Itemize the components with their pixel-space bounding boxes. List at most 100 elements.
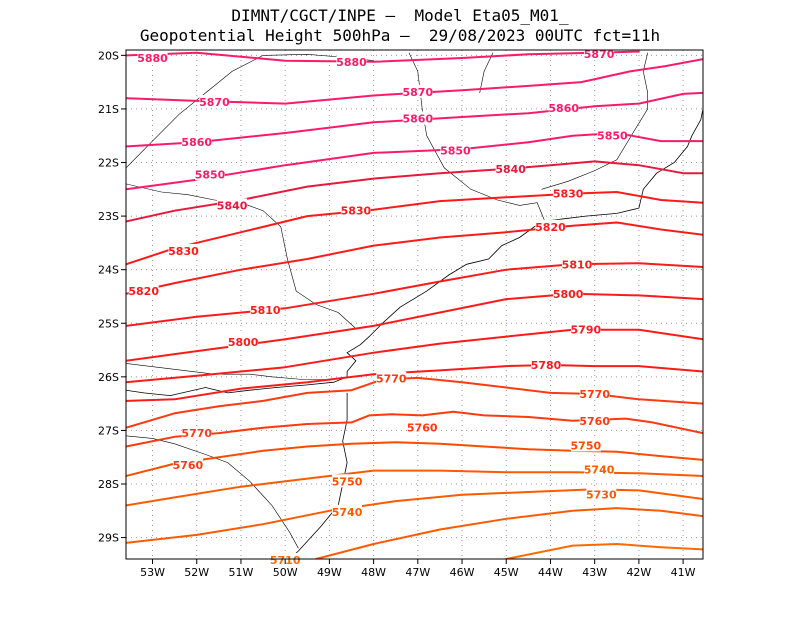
contour-lines — [126, 50, 703, 559]
x-tick-label: 48W — [361, 566, 386, 579]
contour-label-bg — [199, 94, 230, 108]
contour-label-bg — [228, 335, 259, 349]
contour-label-bg — [332, 504, 363, 518]
contour-label: 5810 — [562, 258, 593, 271]
axis-ticks: 53W 52W 51W 50W 49W 48W 47W 46W 45W 44W 43W 42W 41W 2… — [98, 49, 696, 579]
contour-line-5770 — [126, 376, 703, 429]
contour-line-5850 — [126, 132, 703, 191]
contour-label-bg — [250, 302, 281, 316]
x-tick-label: 41W — [671, 566, 696, 579]
y-tick-label: 27S — [98, 424, 119, 437]
contour-label: 5800 — [553, 288, 584, 301]
contour-label-bg — [217, 198, 248, 212]
contour-label: 5730 — [586, 489, 617, 502]
contour-line-5830 — [126, 191, 703, 266]
contour-label: 5850 — [597, 130, 628, 143]
state-border — [541, 52, 648, 190]
contour-label: 5780 — [531, 359, 562, 372]
contour-label-bg — [531, 358, 562, 372]
contour-label-bg — [597, 128, 628, 142]
contour-label-bg — [586, 487, 617, 501]
grid-lines — [126, 50, 703, 559]
contour-labels: 5880 5880 5870 5870 5870 5860 5860 5860 5850 5850… — [128, 46, 628, 567]
contour-line-5720 — [315, 507, 703, 559]
state-border — [126, 363, 330, 380]
contour-label: 5740 — [332, 506, 363, 519]
contour-line-5780 — [126, 364, 703, 402]
contour-label: 5870 — [403, 86, 434, 99]
contour-label-bg — [553, 286, 584, 300]
contour-label: 5830 — [341, 205, 372, 218]
contour-label: 5770 — [579, 388, 610, 401]
contour-line-5860 — [126, 91, 703, 148]
contour-line-5880 — [126, 50, 640, 63]
contour-label: 5740 — [584, 464, 615, 477]
x-tick-label: 42W — [626, 566, 651, 579]
y-tick-label: 22S — [98, 157, 119, 170]
contour-label: 5880 — [336, 56, 367, 69]
contour-label-bg — [579, 413, 610, 427]
state-border — [126, 183, 357, 329]
y-tick-label: 29S — [98, 532, 119, 545]
contour-label: 5810 — [250, 304, 281, 317]
contour-label-bg — [579, 386, 610, 400]
contour-label-bg — [402, 84, 433, 98]
contour-line-5820 — [126, 221, 703, 295]
contour-label: 5830 — [553, 188, 584, 201]
contour-label: 5750 — [332, 475, 363, 488]
x-tick-label: 53W — [140, 566, 165, 579]
contour-line-5710 — [505, 543, 703, 559]
contour-label: 5770 — [376, 372, 407, 385]
x-tick-label: 50W — [273, 566, 298, 579]
contour-label: 5760 — [579, 415, 610, 428]
contour-label: 5790 — [571, 324, 602, 337]
contour-label: 5860 — [403, 113, 434, 126]
y-tick-label: 23S — [98, 210, 119, 223]
contour-label: 5870 — [584, 48, 615, 61]
x-tick-label: 52W — [184, 566, 209, 579]
contour-label: 5850 — [195, 168, 226, 181]
x-tick-label: 47W — [405, 566, 430, 579]
y-tick-label: 25S — [98, 317, 119, 330]
x-tick-label: 46W — [450, 566, 475, 579]
contour-label: 5750 — [571, 439, 602, 452]
plot-frame — [125, 49, 704, 560]
contour-label-bg — [340, 203, 371, 217]
contour-label-bg — [128, 284, 159, 298]
x-tick-label: 45W — [494, 566, 519, 579]
state-border — [126, 53, 374, 169]
contour-label-bg — [195, 167, 226, 181]
contour-label-bg — [570, 438, 601, 452]
contour-label-bg — [181, 426, 212, 440]
contour-label-bg — [332, 474, 363, 488]
contour-label: 5830 — [168, 245, 199, 258]
contour-label-bg — [181, 135, 212, 149]
contour-label-bg — [440, 143, 471, 157]
contour-label: 5840 — [217, 199, 248, 212]
y-tick-label: 28S — [98, 478, 119, 491]
contour-label-bg — [137, 51, 168, 65]
contour-label: 5820 — [535, 221, 566, 234]
contour-label: 5760 — [407, 422, 438, 435]
contour-label: 5800 — [228, 336, 259, 349]
y-tick-label: 24S — [98, 264, 119, 277]
contour-label: 5770 — [181, 427, 212, 440]
chart-title-line2: Geopotential Height 500hPa – 29/08/2023 … — [139, 26, 661, 45]
y-tick-label: 21S — [98, 103, 119, 116]
contour-label-bg — [548, 100, 579, 114]
contour-label: 5860 — [548, 102, 579, 115]
x-tick-label: 51W — [229, 566, 254, 579]
contour-label-bg — [584, 462, 615, 476]
contour-label-bg — [561, 257, 592, 271]
contour-line-5870 — [126, 58, 703, 105]
state-border — [479, 52, 494, 93]
contour-label-bg — [495, 161, 526, 175]
contour-label: 5860 — [181, 136, 212, 149]
contour-label: 5880 — [137, 52, 168, 65]
contour-label-bg — [402, 111, 433, 125]
contour-label: 5850 — [440, 145, 471, 158]
chart-title-line1: DIMNT/CGCT/INPE – Model Eta05_M01_ — [231, 6, 569, 25]
contour-label: 5820 — [128, 285, 159, 298]
contour-line-5790 — [126, 328, 703, 384]
contour-label: 5870 — [199, 96, 230, 109]
